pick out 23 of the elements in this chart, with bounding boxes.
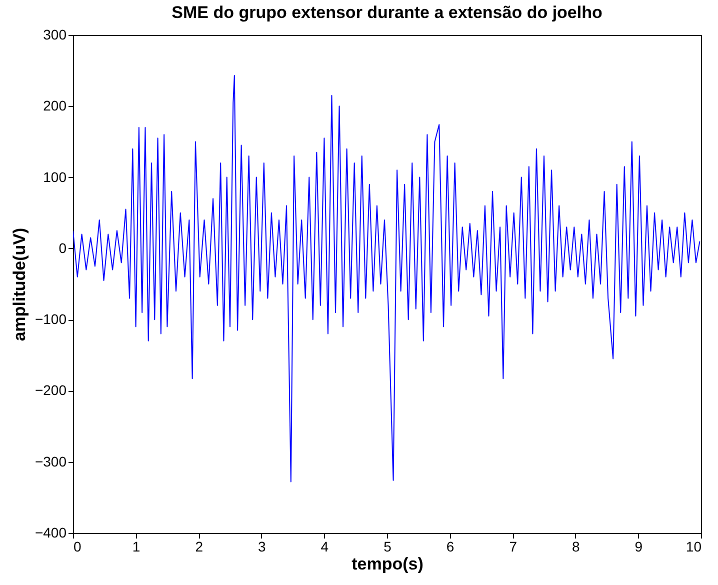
x-tick-label: 3: [258, 538, 266, 554]
x-tick-label: 7: [509, 538, 518, 554]
y-tick-label: −400: [34, 524, 67, 540]
x-tick-label: 6: [446, 538, 454, 554]
y-axis-title: amplitude(uV): [10, 228, 29, 342]
x-tick-label: 2: [195, 538, 204, 554]
x-tick-label: 4: [320, 538, 329, 554]
y-tick-label: 100: [43, 168, 67, 185]
y-tick-label: 0: [58, 240, 67, 256]
x-tick-label: 9: [634, 538, 643, 554]
x-tick-label: 0: [74, 538, 82, 554]
x-tick-label: 5: [384, 538, 392, 554]
y-tick-label: −300: [34, 453, 67, 470]
y-tick-label: −100: [34, 311, 67, 328]
y-tick-label: 300: [43, 26, 67, 42]
chart-title: SME do grupo extensor durante a extensão do joelho: [172, 3, 602, 22]
x-tick-label: 1: [132, 538, 140, 554]
line-series: [73, 75, 700, 482]
x-tick-label: 8: [572, 538, 580, 554]
y-tick-label: −200: [34, 382, 67, 398]
y-tick-label: 200: [43, 98, 67, 114]
x-axis-title: tempo(s): [352, 554, 424, 574]
x-tick-label: 10: [686, 538, 702, 554]
